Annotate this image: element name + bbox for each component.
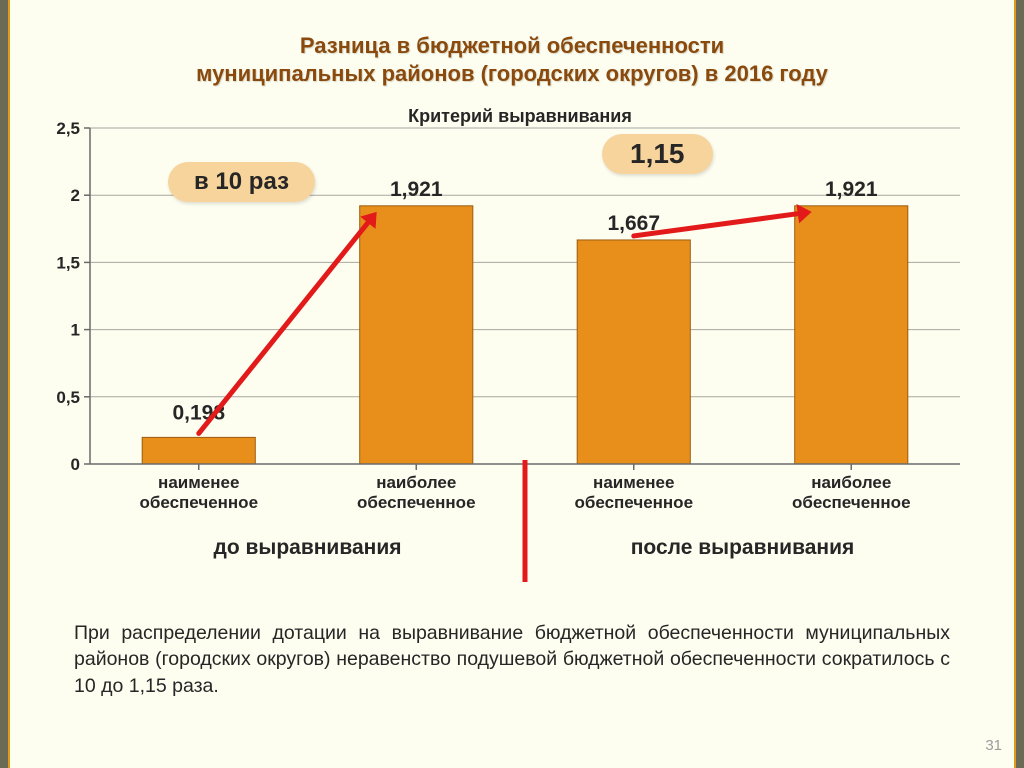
bar: [360, 206, 473, 464]
category-label: обеспеченное: [574, 493, 693, 512]
category-label: наименее: [593, 473, 674, 492]
chart: 00,511,522,50,198наименееобеспеченное1,9…: [32, 118, 970, 672]
ytick-label: 1,5: [56, 253, 80, 272]
side-stripe-right: [1016, 0, 1024, 768]
body-paragraph: При распределении дотации на выравнивани…: [74, 620, 950, 699]
group-label: до выравнивания: [213, 536, 401, 559]
ytick-label: 0,5: [56, 388, 80, 407]
category-label: обеспеченное: [357, 493, 476, 512]
ytick-label: 0: [71, 455, 80, 474]
category-label: наиболее: [811, 473, 891, 492]
category-label: обеспеченное: [792, 493, 911, 512]
bar: [577, 240, 690, 464]
page-title: Разница в бюджетной обеспеченностимуници…: [0, 32, 1024, 87]
category-label: обеспеченное: [139, 493, 258, 512]
ytick-label: 2,5: [56, 119, 80, 138]
badge-ratio-after: 1,15: [602, 134, 713, 174]
category-label: наименее: [158, 473, 239, 492]
bar-value-label: 1,921: [390, 178, 443, 201]
badge-ratio-before: в 10 раз: [168, 162, 315, 202]
bar-value-label: 1,921: [825, 178, 878, 201]
side-stripe-left: [0, 0, 8, 768]
arrow-line: [199, 223, 368, 434]
ytick-label: 1: [71, 321, 80, 340]
group-label: после выравнивания: [631, 536, 855, 559]
bar: [142, 437, 255, 464]
category-label: наиболее: [376, 473, 456, 492]
page-title-line: муниципальных районов (городских округов…: [0, 60, 1024, 88]
page-number: 31: [985, 737, 1002, 754]
page-title-line: Разница в бюджетной обеспеченности: [0, 32, 1024, 60]
ytick-label: 2: [71, 186, 80, 205]
bar: [795, 206, 908, 464]
